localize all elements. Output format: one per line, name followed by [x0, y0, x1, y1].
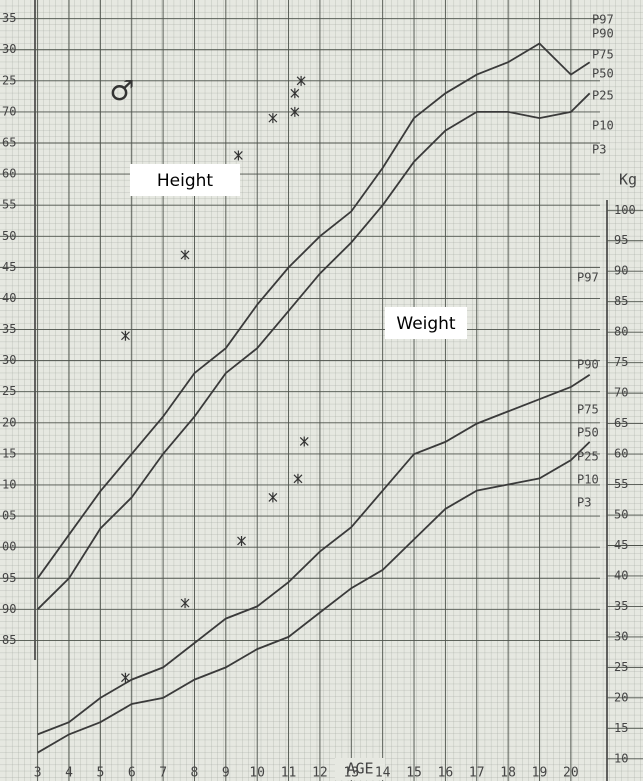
y-tick-label: 60 — [2, 167, 16, 181]
y-tick-label: 15 — [2, 446, 16, 460]
y2-tick-label: 100 — [614, 203, 636, 217]
y2-tick-label: 35 — [614, 599, 628, 613]
y-tick-label: 10 — [2, 477, 16, 491]
x-tick-label: 14 — [375, 766, 391, 781]
percentile-label: P3 — [592, 143, 606, 157]
y2-tick-label: 40 — [614, 568, 628, 582]
percentile-label: P10 — [577, 473, 599, 487]
x-tick-label: 20 — [563, 766, 579, 781]
y2-tick-label: 85 — [614, 294, 628, 308]
y-tick-label: 35 — [2, 11, 16, 25]
y-tick-label: 05 — [2, 509, 16, 523]
height-label: Height — [157, 171, 214, 191]
y-tick-label: 20 — [2, 415, 16, 429]
x-tick-label: 4 — [65, 766, 73, 781]
x-tick-label: 6 — [128, 766, 136, 781]
x-tick-label: 3 — [34, 766, 42, 781]
x-tick-label: 18 — [500, 766, 516, 781]
percentile-label: P97 — [577, 271, 599, 285]
y-tick-label: 95 — [2, 571, 16, 585]
x-tick-label: 12 — [312, 766, 328, 781]
y-tick-label: 55 — [2, 198, 16, 212]
x-tick-label: 8 — [191, 766, 199, 781]
y-tick-label: 50 — [2, 229, 16, 243]
y2-tick-label: 30 — [614, 629, 628, 643]
x-tick-label: 10 — [249, 766, 265, 781]
y-tick-label: 65 — [2, 136, 16, 150]
x-tick-label: 17 — [469, 766, 485, 781]
y-tick-label: 35 — [2, 322, 16, 336]
y2-tick-label: 25 — [614, 660, 628, 674]
percentile-label: P75 — [592, 48, 614, 62]
y2-tick-label: 70 — [614, 386, 628, 400]
y-tick-label: 25 — [2, 384, 16, 398]
y2-tick-label: 45 — [614, 538, 628, 552]
x-tick-label: 7 — [159, 766, 167, 781]
x-tick-label: 13 — [343, 766, 359, 781]
x-tick-label: 15 — [406, 766, 422, 781]
x-tick-label: 5 — [96, 766, 104, 781]
y2-tick-label: 15 — [614, 721, 628, 735]
page: Height Weight ♂ AGE Kg 34567891011121314… — [0, 0, 643, 781]
y-tick-label: 25 — [2, 73, 16, 87]
y-tick-label: 85 — [2, 633, 16, 647]
percentile-label: P90 — [577, 358, 599, 372]
y2-axis-label: Kg — [619, 171, 637, 189]
y-tick-label: 40 — [2, 291, 16, 305]
sex-symbol: ♂ — [109, 74, 134, 107]
x-tick-label: 16 — [438, 766, 454, 781]
y2-tick-label: 65 — [614, 416, 628, 430]
y-tick-label: 45 — [2, 260, 16, 274]
y-tick-label: 30 — [2, 353, 16, 367]
percentile-label: P10 — [592, 119, 614, 133]
percentile-label: P75 — [577, 403, 599, 417]
x-tick-label: 9 — [222, 766, 230, 781]
y-tick-label: 00 — [2, 540, 16, 554]
y2-tick-label: 10 — [614, 751, 628, 765]
y2-tick-label: 90 — [614, 264, 628, 278]
percentile-label: P50 — [592, 67, 614, 81]
percentile-label: P90 — [592, 27, 614, 41]
percentile-label: P3 — [577, 496, 591, 510]
y-tick-label: 90 — [2, 602, 16, 616]
percentile-label: P50 — [577, 426, 599, 440]
y2-tick-label: 80 — [614, 325, 628, 339]
weight-label: Weight — [396, 314, 456, 334]
y-tick-label: 70 — [2, 104, 16, 118]
y-tick-label: 30 — [2, 42, 16, 56]
y2-tick-label: 95 — [614, 233, 628, 247]
y2-tick-label: 50 — [614, 508, 628, 522]
x-tick-label: 19 — [532, 766, 548, 781]
y2-tick-label: 20 — [614, 690, 628, 704]
percentile-label: P25 — [577, 450, 599, 464]
percentile-label: P97 — [592, 13, 614, 27]
percentile-label: P25 — [592, 89, 614, 103]
y2-tick-label: 55 — [614, 477, 628, 491]
chart: Height Weight ♂ AGE Kg 34567891011121314… — [0, 0, 643, 781]
y2-tick-label: 75 — [614, 355, 628, 369]
y2-tick-label: 60 — [614, 447, 628, 461]
x-tick-label: 11 — [281, 766, 297, 781]
